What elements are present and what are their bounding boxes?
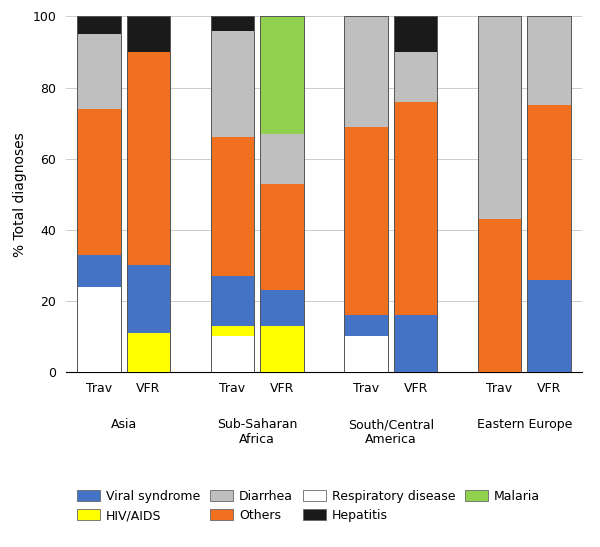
- Text: Sub-Saharan
Africa: Sub-Saharan Africa: [217, 418, 298, 446]
- Y-axis label: % Total diagnoses: % Total diagnoses: [13, 132, 27, 257]
- Bar: [394, 16, 437, 372]
- Bar: [77, 34, 121, 109]
- Bar: [260, 183, 304, 290]
- Bar: [127, 265, 170, 333]
- Bar: [211, 137, 254, 276]
- Bar: [344, 16, 388, 372]
- Text: South/Central
America: South/Central America: [348, 418, 434, 446]
- Bar: [260, 290, 304, 325]
- Bar: [77, 16, 121, 372]
- Bar: [394, 16, 437, 52]
- Bar: [394, 315, 437, 372]
- Bar: [77, 16, 121, 34]
- Bar: [127, 16, 170, 52]
- Bar: [394, 52, 437, 102]
- Bar: [527, 280, 571, 372]
- Bar: [478, 16, 521, 219]
- Bar: [211, 16, 254, 31]
- Bar: [344, 126, 388, 315]
- Bar: [260, 16, 304, 372]
- Bar: [77, 254, 121, 287]
- Bar: [478, 16, 521, 372]
- Bar: [211, 336, 254, 372]
- Bar: [478, 219, 521, 372]
- Bar: [394, 102, 437, 315]
- Bar: [211, 16, 254, 372]
- Text: Asia: Asia: [110, 418, 137, 431]
- Bar: [344, 336, 388, 372]
- Bar: [260, 325, 304, 372]
- Bar: [127, 16, 170, 372]
- Bar: [77, 287, 121, 372]
- Bar: [344, 16, 388, 126]
- Bar: [211, 31, 254, 137]
- Bar: [77, 109, 121, 254]
- Bar: [211, 276, 254, 325]
- Bar: [344, 315, 388, 336]
- Bar: [127, 52, 170, 265]
- Bar: [527, 16, 571, 105]
- Bar: [260, 16, 304, 133]
- Legend: Viral syndrome, HIV/AIDS, Diarrhea, Others, Respiratory disease, Hepatitis, Mala: Viral syndrome, HIV/AIDS, Diarrhea, Othe…: [72, 485, 545, 527]
- Bar: [527, 16, 571, 372]
- Text: Eastern Europe: Eastern Europe: [476, 418, 572, 431]
- Bar: [260, 133, 304, 183]
- Bar: [127, 333, 170, 372]
- Bar: [211, 325, 254, 336]
- Bar: [527, 105, 571, 280]
